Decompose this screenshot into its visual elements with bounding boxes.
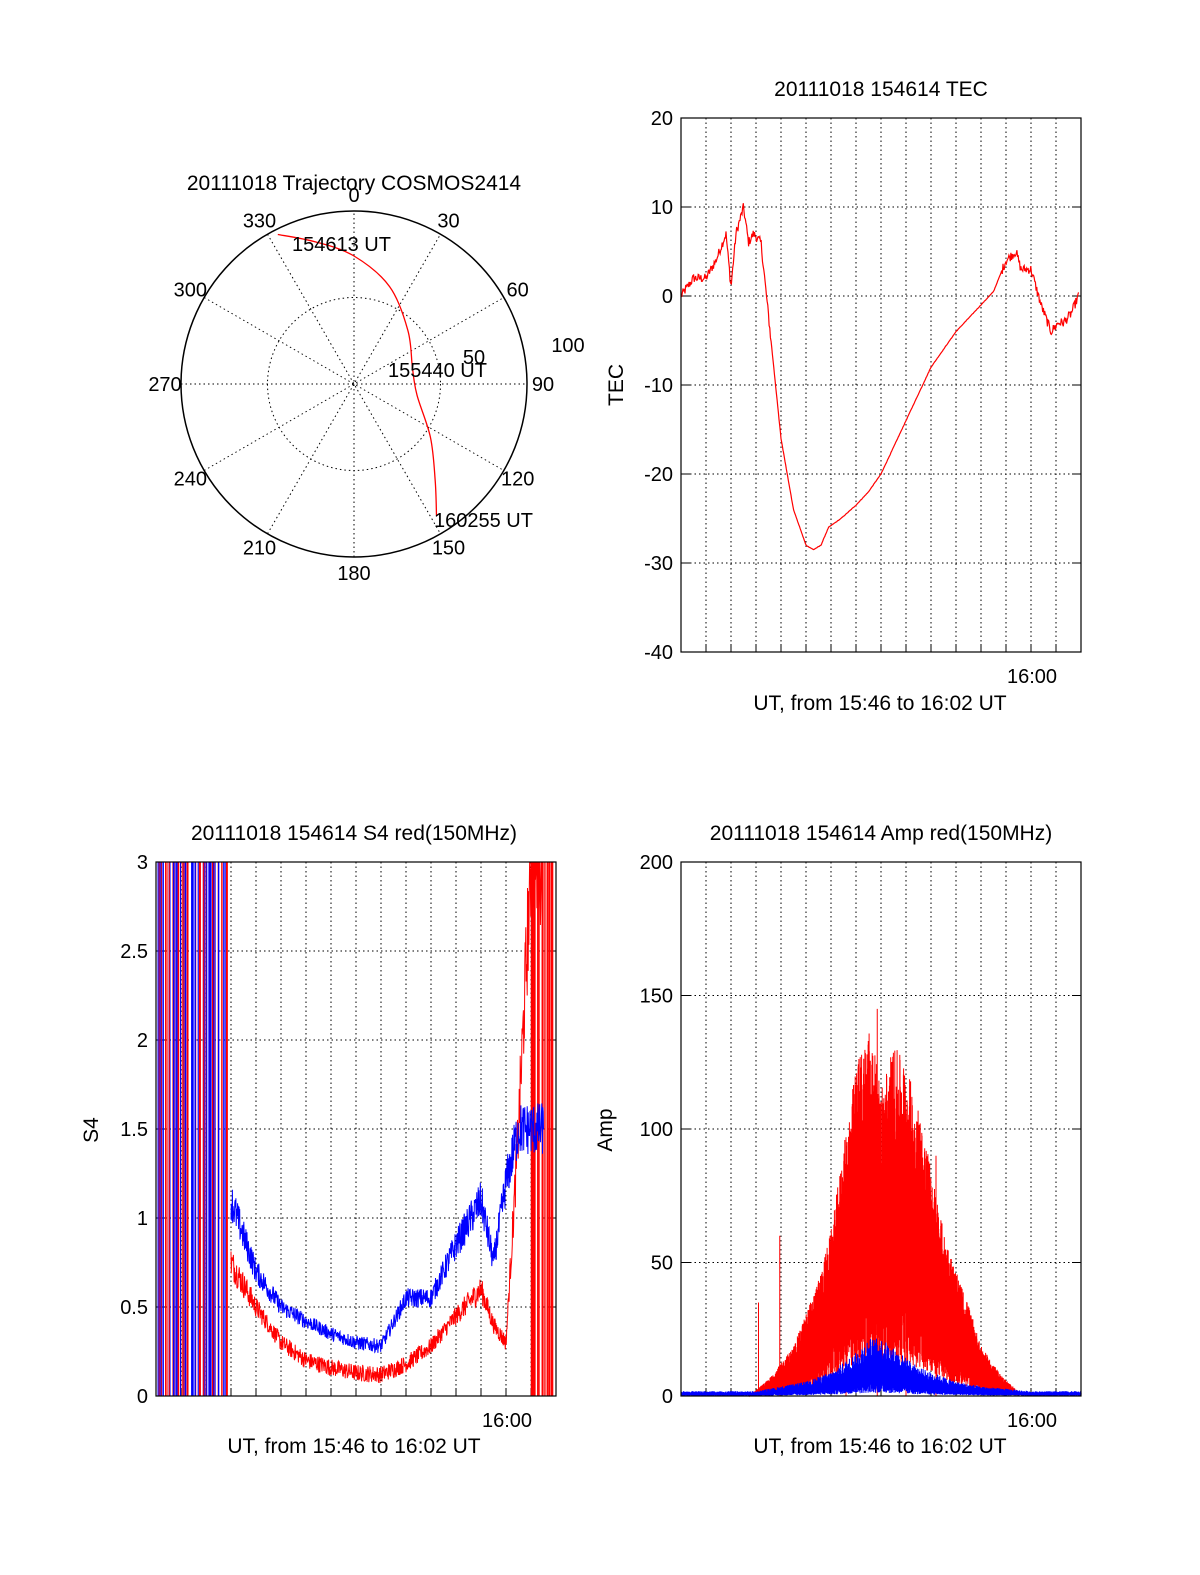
- tec-x-label: UT, from 15:46 to 16:02 UT: [753, 692, 1006, 715]
- y-tick-label: 1.5: [120, 1119, 148, 1141]
- polar-angle-label: 270: [148, 374, 181, 396]
- s4-frame: [155, 861, 557, 1397]
- polar-trajectory-panel: 20111018 Trajectory COSMOS2414 0 30 60 90 12…: [148, 172, 584, 585]
- y-tick-label: 0.5: [120, 1297, 148, 1319]
- y-tick-label: 0: [662, 286, 673, 308]
- tec-y-ticks: -40 -30 -20 -10 0 10 20: [644, 108, 1082, 664]
- y-tick-label: 0: [662, 1386, 673, 1408]
- polar-spoke: [203, 297, 505, 471]
- tec-frame: [680, 117, 1082, 653]
- polar-title: 20111018 Trajectory COSMOS2414: [187, 172, 522, 195]
- polar-angle-label: 330: [243, 210, 276, 232]
- s4-series: [157, 861, 554, 1396]
- amp-series: [680, 1008, 1082, 1398]
- y-tick-label: 10: [651, 197, 673, 219]
- y-tick-label: -10: [644, 375, 673, 397]
- y-tick-label: 2.5: [120, 941, 148, 963]
- amp-panel: 20111018 154614 Amp red(150MHz) 0 50 100 15…: [594, 822, 1082, 1458]
- polar-angle-label: 300: [174, 280, 207, 302]
- tec-x-tick-1600: 16:00: [1007, 666, 1057, 688]
- tec-grid: [681, 118, 1081, 652]
- amp-x-tick-1600: 16:00: [1007, 1410, 1057, 1432]
- s4-x-tick-1600: 16:00: [482, 1410, 532, 1432]
- polar-angle-label: 150: [432, 538, 465, 560]
- amp-y-label: Amp: [594, 1108, 617, 1151]
- polar-angle-label: 240: [174, 469, 207, 491]
- y-tick-label: 0: [137, 1386, 148, 1408]
- y-tick-label: 200: [640, 852, 673, 874]
- s4-grid: [156, 862, 556, 1396]
- y-tick-label: -20: [644, 464, 673, 486]
- y-tick-label: 50: [651, 1253, 673, 1275]
- polar-angle-label: 90: [532, 374, 554, 396]
- y-tick-label: -30: [644, 553, 673, 575]
- s4-x-label: UT, from 15:46 to 16:02 UT: [227, 1435, 480, 1458]
- y-tick-label: -40: [644, 642, 673, 664]
- polar-angle-label: 0: [348, 185, 359, 207]
- y-tick-label: 100: [640, 1119, 673, 1141]
- polar-angle-label: 180: [337, 563, 370, 585]
- polar-annotation-end: 160255 UT: [434, 510, 533, 532]
- s4-y-label: S4: [80, 1117, 103, 1143]
- tec-series-line: [680, 203, 1080, 551]
- polar-radius-label-100: 100: [551, 335, 584, 357]
- polar-annotation-start: 154613 UT: [292, 234, 391, 256]
- y-tick-label: 1: [137, 1208, 148, 1230]
- polar-annotation-mid: 155440 UT: [388, 360, 487, 382]
- polar-spoke: [267, 233, 441, 535]
- s4-title: 20111018 154614 S4 red(150MHz): [191, 822, 517, 845]
- polar-angle-label: 30: [437, 210, 459, 232]
- polar-angle-label: 210: [243, 538, 276, 560]
- polar-angle-labels: 0 30 60 90 120 150 180 210 240 270 300 330: [148, 185, 554, 585]
- tec-y-label: TEC: [605, 364, 628, 406]
- polar-trajectory-line: [277, 233, 438, 517]
- amp-series-red: [748, 1033, 1020, 1398]
- s4-panel: 20111018 154614 S4 red(150MHz) 0 0.5 1 1.5 2…: [80, 822, 557, 1458]
- amp-series-blue: [680, 1338, 1082, 1396]
- s4-series-blue: [230, 1103, 544, 1354]
- polar-radius-label-50: 50: [463, 347, 485, 369]
- tec-panel: 20111018 154614 TEC -40 -30 -20 -10 0 10 20 16…: [605, 78, 1082, 715]
- amp-title: 20111018 154614 Amp red(150MHz): [710, 822, 1052, 845]
- amp-frame: [680, 861, 1082, 1397]
- polar-angle-label: 120: [501, 469, 534, 491]
- y-tick-label: 150: [640, 986, 673, 1008]
- y-tick-label: 3: [137, 852, 148, 874]
- s4-series-red: [230, 861, 544, 1384]
- polar-outer-circle: [180, 210, 528, 558]
- tec-title: 20111018 154614 TEC: [774, 78, 988, 101]
- polar-grid: [181, 211, 527, 557]
- polar-spoke: [203, 297, 505, 471]
- polar-angle-label: 60: [507, 280, 529, 302]
- tec-series: [680, 203, 1080, 551]
- y-tick-label: 2: [137, 1030, 148, 1052]
- polar-spoke: [267, 233, 441, 535]
- amp-x-label: UT, from 15:46 to 16:02 UT: [753, 1435, 1006, 1458]
- y-tick-label: 20: [651, 108, 673, 130]
